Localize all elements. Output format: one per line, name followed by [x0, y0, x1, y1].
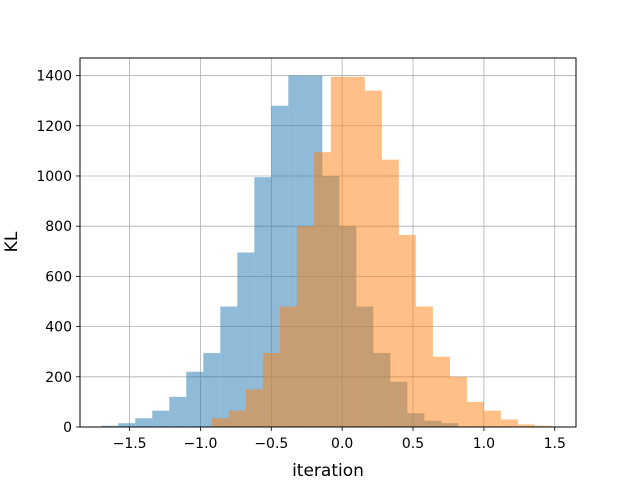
histogram-bar [364, 90, 382, 427]
histogram-bar [347, 76, 365, 427]
histogram-bar [118, 423, 136, 427]
y-tick-label: 400 [45, 320, 72, 336]
histogram-bar [135, 418, 153, 427]
histogram-bar [186, 371, 204, 427]
x-axis-ticks: −1.5 −1.0 −0.5 0.0 0.5 1.0 1.5 [113, 427, 566, 452]
histogram-bar [237, 252, 255, 427]
histogram-bar [220, 306, 238, 427]
histogram-bar [398, 234, 416, 427]
histogram-bars [101, 75, 552, 428]
histogram-bar [279, 306, 297, 427]
y-tick-label: 800 [45, 219, 72, 235]
y-tick-label: 1400 [36, 69, 72, 85]
histogram-bar [228, 410, 246, 427]
x-tick-label: 1.0 [473, 436, 495, 452]
x-tick-label: −0.5 [254, 436, 288, 452]
histogram-bar [449, 376, 467, 427]
y-tick-label: 200 [45, 370, 72, 386]
x-tick-label: −1.5 [113, 436, 147, 452]
histogram-bar [330, 76, 348, 427]
histogram-bar [152, 410, 170, 427]
y-axis-label: KL [2, 231, 22, 252]
histogram-bar [500, 419, 518, 427]
x-axis-label: iteration [292, 461, 364, 480]
y-axis-ticks: 0 200 400 600 800 1000 1200 1400 [36, 69, 80, 436]
histogram-bar [432, 356, 450, 427]
histogram-bar [203, 352, 221, 427]
histogram-bar [483, 410, 501, 427]
y-tick-label: 600 [45, 269, 72, 285]
axes-frame [79, 57, 577, 428]
x-tick-label: 0.0 [331, 436, 353, 452]
x-tick-label: −1.0 [183, 436, 217, 452]
x-tick-label: 0.5 [402, 436, 424, 452]
histogram-bar [381, 159, 399, 427]
histogram-bar [262, 352, 280, 427]
y-tick-label: 1200 [36, 119, 72, 135]
histogram-bar [466, 401, 484, 427]
histogram-bar [517, 424, 535, 427]
y-tick-label: 0 [63, 420, 72, 436]
series-1 [211, 76, 552, 427]
histogram-bar [101, 425, 119, 427]
histogram-bar [415, 306, 433, 427]
y-tick-label: 1000 [36, 169, 72, 185]
histogram-bar [245, 389, 263, 427]
histogram-bar [296, 226, 314, 427]
histogram-bar [313, 152, 331, 427]
histogram-bar [534, 425, 552, 427]
histogram-bar [211, 418, 229, 427]
histogram-bar [169, 396, 187, 427]
x-tick-label: 1.5 [544, 436, 566, 452]
